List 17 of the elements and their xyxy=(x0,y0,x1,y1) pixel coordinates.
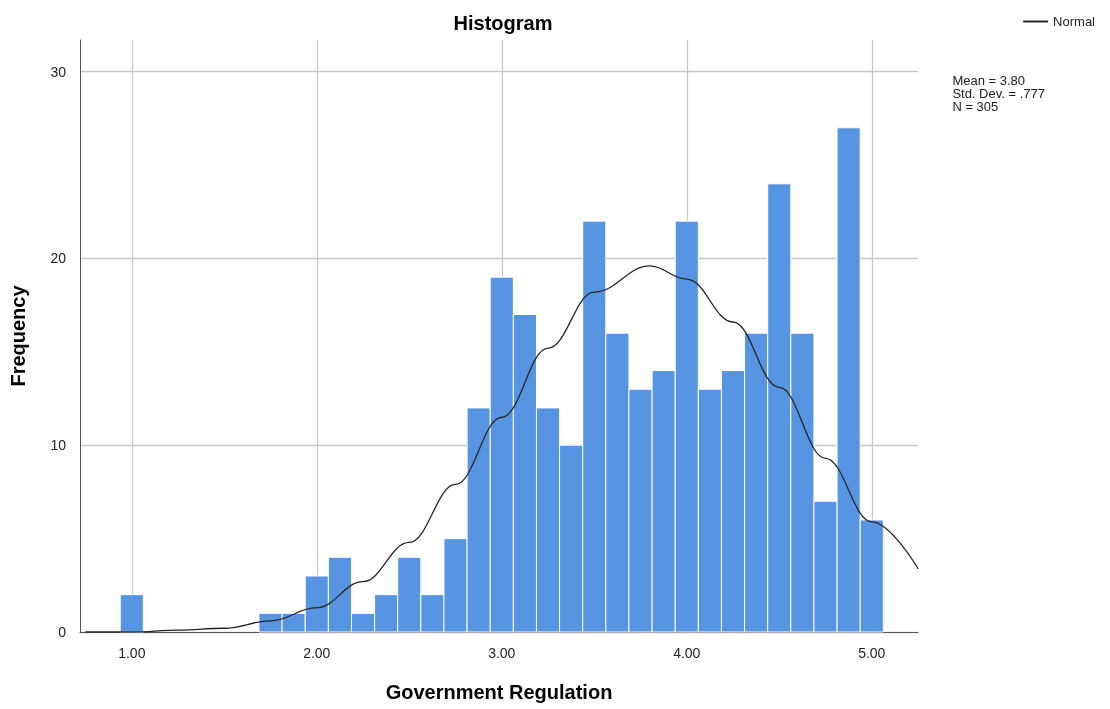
x-tick-label: 1.00 xyxy=(118,645,146,661)
y-tick-label: 20 xyxy=(50,250,67,267)
x-tick-label: 3.00 xyxy=(488,645,516,661)
legend-label: Normal xyxy=(1053,14,1096,29)
text: Std. Dev. = .777 xyxy=(952,86,1046,101)
chart-title: Histogram xyxy=(453,12,553,34)
x-tick-label: 5.00 xyxy=(858,645,886,661)
text: Mean = 3.80 xyxy=(952,73,1026,88)
y-tick-label: 0 xyxy=(58,624,67,640)
y-tick-label: 30 xyxy=(50,63,67,80)
x-tick-label: 4.00 xyxy=(673,645,701,661)
x-axis-title: Government Regulation xyxy=(385,681,613,703)
y-axis-title: Frequency xyxy=(7,284,29,387)
line-series xyxy=(84,265,919,633)
x-tick-label: 2.00 xyxy=(303,645,331,661)
text: N = 305 xyxy=(952,99,999,114)
y-tick-label: 10 xyxy=(50,437,67,454)
